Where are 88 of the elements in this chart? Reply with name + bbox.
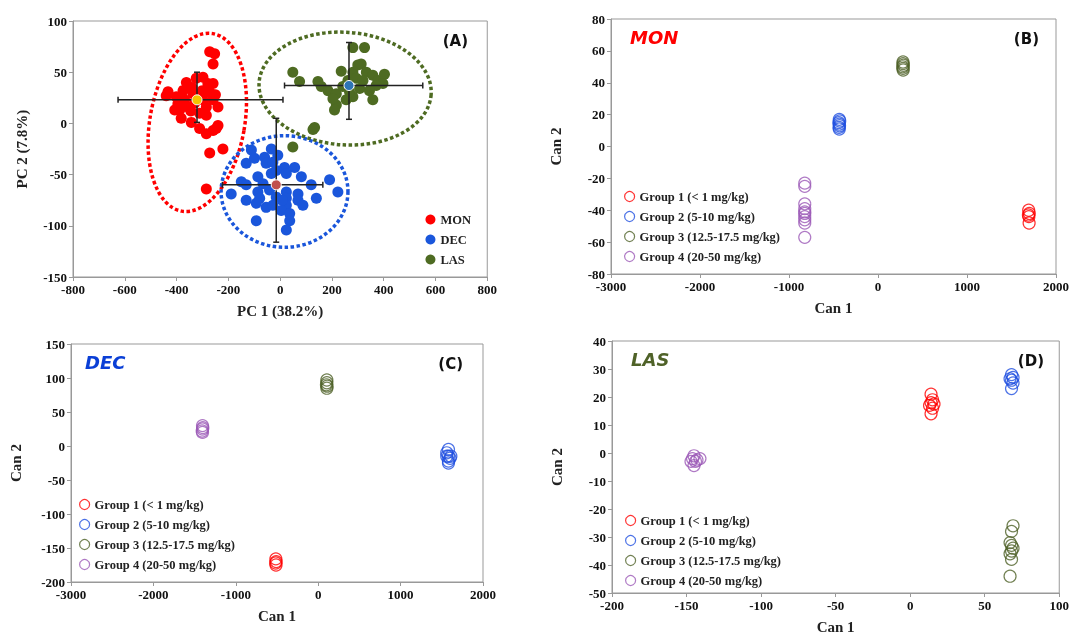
y-tick-label: 0 [599,445,606,461]
x-tick-label: 2000 [1043,279,1069,294]
x-tick-label: 600 [425,282,446,297]
y-tick-label: -40 [587,202,605,218]
legend-label: Group 3 (12.5-17.5 mg/kg) [94,537,236,552]
y-tick-label: 80 [592,11,605,27]
x-axis-title: Can 1 [258,607,296,624]
y-tick-label: -80 [587,266,605,282]
annotation: (D) [1017,351,1045,370]
chart-title: LAS [631,348,670,370]
x-tick-label: -100 [749,598,774,613]
y-tick-label: 0 [60,115,67,131]
y-tick-label: -60 [587,234,605,250]
legend-label: Group 4 (20-50 mg/kg) [639,249,762,264]
legend-label: Group 1 (< 1 mg/kg) [94,497,204,512]
legend-label: Group 2 (5-10 mg/kg) [640,533,757,548]
y-tick-label: 150 [45,336,65,352]
y-tick-label: -50 [47,472,65,488]
y-tick-label: 60 [592,43,605,59]
y-axis-title: PC 2 (7.8%) [13,109,31,189]
annotation: (C) [438,354,464,373]
y-tick-label: -150 [41,540,65,556]
x-tick-label: -50 [826,598,845,613]
chart-title: MON [630,26,679,48]
legend-label: DEC [440,232,467,247]
y-tick-label: 40 [593,333,606,349]
legend-label: Group 3 (12.5-17.5 mg/kg) [639,229,781,244]
x-tick-label: 200 [322,282,342,297]
y-tick-label: -20 [588,501,606,517]
annotation: (B) [1013,29,1040,48]
x-tick-label: -400 [164,282,189,297]
x-axis-title: Can 1 [816,618,855,635]
legend-label: Group 1 (< 1 mg/kg) [640,513,750,528]
x-tick-label: -1000 [220,587,251,602]
legend-label: Group 2 (5-10 mg/kg) [639,209,756,224]
x-tick-label: 1000 [954,279,980,294]
y-tick-label: 100 [45,370,65,386]
y-tick-label: -40 [588,557,606,573]
y-tick-label: -100 [41,506,65,522]
x-tick-label: -150 [674,598,699,613]
x-tick-label: -200 [216,282,241,297]
x-tick-label: 0 [276,282,284,297]
annotation: (A) [442,31,469,50]
x-tick-label: -2000 [138,587,169,602]
x-tick-label: 0 [906,598,914,613]
x-axis-title: PC 1 (38.2%) [237,302,324,320]
y-tick-label: -50 [49,167,67,183]
y-tick-label: -20 [587,170,605,186]
y-tick-label: -10 [588,473,606,489]
y-tick-label: 10 [593,417,606,433]
y-tick-label: 0 [598,139,605,154]
x-tick-label: 1000 [387,587,414,602]
legend-label: Group 3 (12.5-17.5 mg/kg) [640,553,782,568]
y-axis-title: Can 2 [547,127,564,166]
x-tick-label: 0 [874,279,882,294]
legend-label: Group 4 (20-50 mg/kg) [94,557,217,572]
legend-label: Group 1 (< 1 mg/kg) [639,189,749,204]
legend-label: Group 4 (20-50 mg/kg) [640,573,763,588]
x-tick-label: 0 [314,587,322,602]
x-tick-label: -1000 [773,279,805,294]
x-axis-title: Can 1 [814,299,853,316]
chart-title: DEC [85,351,127,373]
x-tick-label: -3000 [595,279,627,294]
x-tick-label: 100 [1049,598,1069,613]
legend-label: MON [440,212,472,227]
x-tick-label: -3000 [55,587,87,602]
y-tick-label: 0 [58,438,65,454]
y-axis-title: Can 2 [7,444,24,482]
legend-label: Group 2 (5-10 mg/kg) [94,517,211,532]
x-tick-label: 50 [978,598,992,613]
y-tick-label: 30 [593,361,606,377]
x-tick-label: 400 [373,282,394,297]
y-tick-label: 50 [52,404,65,420]
x-tick-label: 2000 [470,587,496,602]
y-tick-label: 40 [592,75,605,91]
x-tick-label: -800 [61,282,85,297]
x-tick-label: -600 [112,282,137,297]
y-tick-label: 20 [593,389,606,405]
y-tick-label: -100 [43,218,67,234]
y-axis-title: Can 2 [548,448,565,486]
y-tick-label: 50 [54,64,67,80]
x-tick-label: -2000 [684,279,716,294]
y-tick-label: -30 [588,529,606,545]
y-tick-label: -200 [41,574,65,590]
legend-label: LAS [440,252,465,267]
y-tick-label: 100 [47,13,67,29]
y-tick-label: 20 [592,107,605,123]
x-tick-label: 800 [477,282,497,297]
